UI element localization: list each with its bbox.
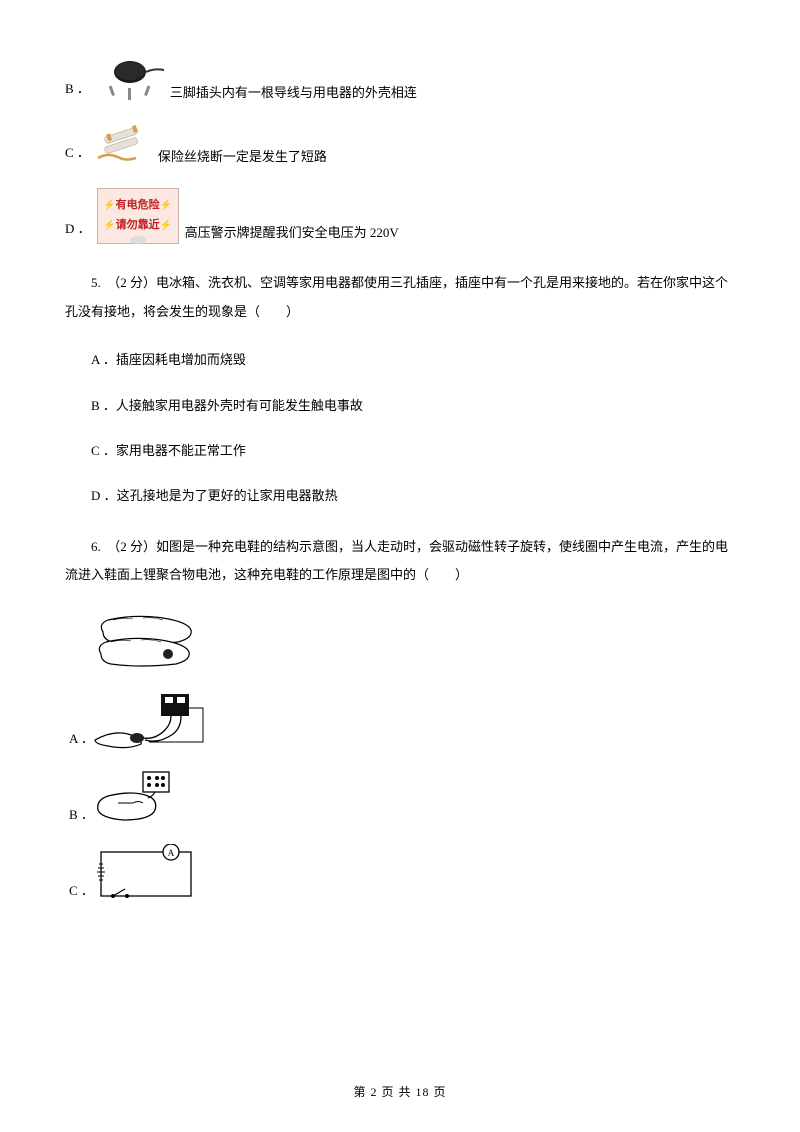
page-footer: 第 2 页 共 18 页 (0, 1082, 800, 1104)
warn-line2: 请勿靠近 (116, 219, 160, 231)
q5-option-a: A ．插座因耗电增加而烧毁 (65, 348, 735, 371)
circuit-a-icon (93, 690, 213, 754)
warning-sign-icon: ⚡有电危险⚡ ⚡请勿靠近⚡ (97, 188, 179, 244)
circuit-b-icon (93, 768, 193, 830)
option-text: 保险丝烧断一定是发生了短路 (158, 145, 327, 168)
option-letter: D ． (65, 217, 91, 244)
question-6: 6. （2 分）如图是一种充电鞋的结构示意图，当人走动时，会驱动磁性转子旋转，使… (65, 533, 735, 590)
option-letter: B ． (69, 803, 94, 830)
circuit-c-icon: A (93, 844, 203, 906)
shoe-diagram (93, 612, 735, 676)
q6-option-b-row: B ． (65, 768, 735, 830)
option-letter: A ． (69, 727, 94, 754)
option-text: 高压警示牌提醒我们安全电压为 220V (185, 221, 399, 244)
option-b-row: B ． 三脚插头内有一根导线与用电器的外壳相连 (65, 60, 735, 104)
fuse-icon (96, 124, 152, 168)
q6-option-c-row: A C ． (65, 844, 735, 906)
question-5: 5. （2 分）电冰箱、洗衣机、空调等家用电器都使用三孔插座，插座中有一个孔是用… (65, 269, 735, 326)
option-letter: C ． (69, 879, 94, 906)
option-c-row: C ． 保险丝烧断一定是发生了短路 (65, 124, 735, 168)
q5-option-c: C ．家用电器不能正常工作 (65, 439, 735, 462)
q6-option-a-row: A ． (65, 690, 735, 754)
option-letter: B ． (65, 77, 90, 104)
option-letter: C ． (65, 141, 90, 168)
svg-text:A: A (168, 848, 175, 858)
option-text: 三脚插头内有一根导线与用电器的外壳相连 (170, 81, 417, 104)
plug-icon (96, 60, 164, 104)
option-d-row: D ． ⚡有电危险⚡ ⚡请勿靠近⚡ 高压警示牌提醒我们安全电压为 220V (65, 188, 735, 244)
q5-option-d: D ．这孔接地是为了更好的让家用电器散热 (65, 484, 735, 507)
q5-option-b: B ．人接触家用电器外壳时有可能发生触电事故 (65, 394, 735, 417)
warn-line1: 有电危险 (116, 199, 160, 211)
